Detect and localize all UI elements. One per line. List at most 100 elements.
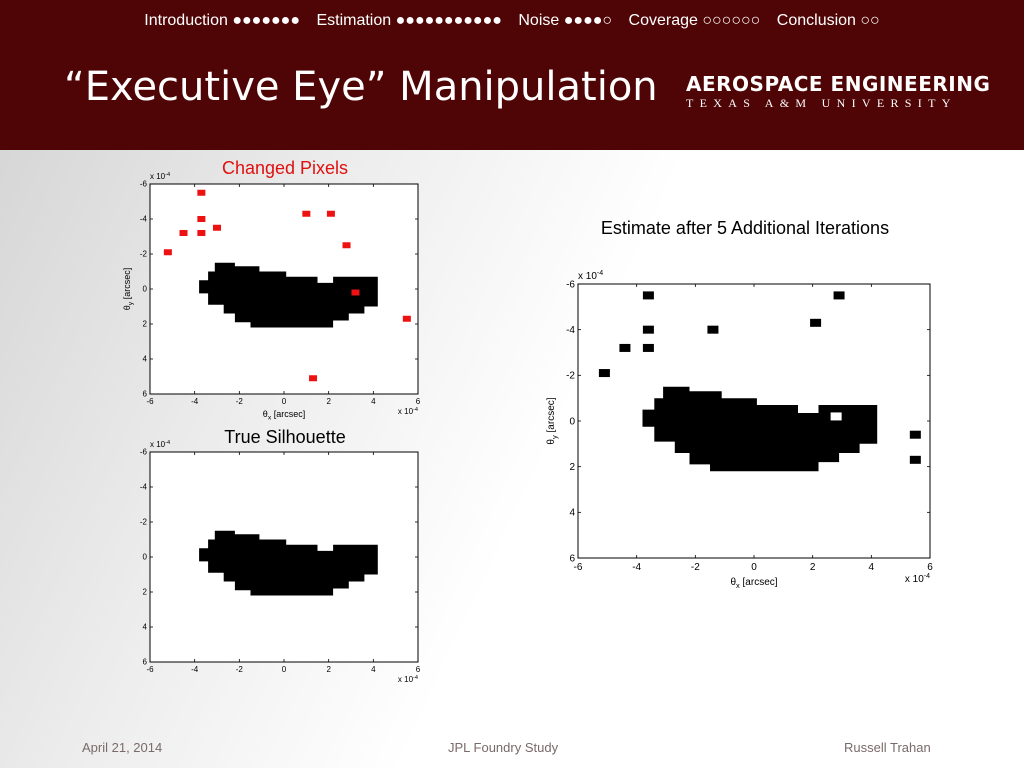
silhouette-shape (199, 262, 378, 328)
pixel-mark (598, 369, 610, 378)
pixel-mark (342, 242, 351, 249)
y-tick-label: -2 (566, 371, 575, 382)
x-tick-label: -2 (236, 397, 244, 406)
y-tick-label: -4 (140, 215, 148, 224)
y-tick-label: 6 (143, 390, 148, 399)
y-tick-label: 0 (143, 285, 148, 294)
x-exponent-power: -4 (413, 675, 418, 681)
x-tick-label: 0 (282, 397, 287, 406)
nav-section-coverage[interactable]: Coverage ○○○○○○ (628, 12, 761, 29)
chart-title-estimate: Estimate after 5 Additional Iterations (600, 218, 890, 238)
x-tick-label: -2 (691, 562, 700, 573)
y-exponent-power: -4 (597, 270, 603, 277)
pixel-mark (810, 318, 822, 327)
pixel-mark (351, 289, 360, 296)
logo-text-line2: TEXAS A&M UNIVERSITY (686, 96, 957, 110)
y-tick-label: 6 (143, 658, 148, 667)
y-tick-label: 6 (569, 553, 575, 564)
pixel-mark (213, 224, 221, 231)
x-tick-label: -6 (146, 665, 154, 674)
y-tick-label: -4 (140, 483, 148, 492)
pixel-mark (163, 249, 172, 256)
y-tick-label: 4 (569, 508, 575, 519)
pixel-mark (707, 325, 719, 334)
pixel-mark (326, 210, 335, 217)
slide-title: “Executive Eye” Manipulation (64, 64, 658, 110)
y-exponent-power: -4 (165, 440, 170, 446)
x-tick-label: -4 (191, 397, 199, 406)
chart-title-true-silhouette: True Silhouette (224, 427, 346, 447)
y-tick-label: -6 (140, 448, 148, 457)
x-axis-label: θx [arcsec] (730, 577, 777, 590)
footer-date: April 21, 2014 (82, 740, 163, 755)
x-tick-label: -4 (191, 665, 199, 674)
x-tick-label: 6 (416, 665, 421, 674)
logo-text-line1: AEROSPACE ENGINEERING (686, 72, 991, 96)
y-tick-label: 0 (569, 416, 575, 427)
footer-title: JPL Foundry Study (448, 740, 559, 755)
pixel-mark (309, 375, 318, 382)
x-tick-label: 2 (326, 397, 331, 406)
x-exponent-label: x 10-4 (398, 675, 418, 684)
y-exponent-label: x 10-4 (150, 440, 170, 449)
pixel-mark (197, 189, 206, 196)
x-tick-label: 2 (810, 562, 816, 573)
x-exponent-power: -4 (924, 573, 930, 580)
y-exponent-power: -4 (165, 172, 170, 178)
pixel-mark (642, 291, 654, 300)
x-exponent-power: -4 (413, 407, 418, 413)
pixel-mark (909, 430, 921, 439)
y-tick-label: -4 (566, 325, 575, 336)
pixel-mark (197, 216, 206, 222)
y-axis-label: θy [arcsec] (546, 397, 559, 444)
pixel-mark (402, 315, 411, 322)
y-tick-label: -2 (140, 250, 148, 259)
section-navigation: Introduction ●●●●●●● Estimation ●●●●●●●●… (0, 12, 1024, 30)
x-exponent-label: x 10-4 (398, 407, 418, 416)
x-tick-label: 4 (371, 665, 376, 674)
y-tick-label: 4 (143, 355, 148, 364)
y-tick-label: 4 (143, 623, 148, 632)
y-tick-label: -6 (140, 180, 148, 189)
x-tick-label: 2 (326, 665, 331, 674)
x-exponent-label: x 10-4 (905, 573, 930, 585)
header-bar (0, 0, 1024, 150)
x-tick-label: 6 (416, 397, 421, 406)
y-tick-label: 0 (143, 553, 148, 562)
pixel-mark (197, 230, 206, 236)
pixel-mark (642, 343, 654, 352)
nav-section-noise[interactable]: Noise ●●●●○ (518, 12, 613, 29)
x-tick-label: 4 (371, 397, 376, 406)
x-tick-label: 6 (927, 562, 933, 573)
pixel-mark (619, 343, 631, 352)
y-tick-label: -2 (140, 518, 148, 527)
x-tick-label: -6 (574, 562, 583, 573)
x-tick-label: -4 (632, 562, 641, 573)
x-tick-label: -2 (236, 665, 244, 674)
pixel-mark (179, 230, 188, 236)
x-tick-label: -6 (146, 397, 154, 406)
x-tick-label: 0 (282, 665, 287, 674)
silhouette-shape (642, 386, 878, 472)
nav-section-conclusion[interactable]: Conclusion ○○ (776, 12, 880, 29)
pixel-mark (909, 455, 921, 464)
y-tick-label: 2 (143, 320, 148, 329)
footer-author: Russell Trahan (844, 740, 931, 755)
x-tick-label: 4 (869, 562, 875, 573)
y-tick-label: -6 (566, 279, 575, 290)
silhouette-shape (199, 530, 378, 596)
nav-section-estimation[interactable]: Estimation ●●●●●●●●●●● (316, 12, 502, 29)
y-tick-label: 2 (143, 588, 148, 597)
silhouette-hole (830, 412, 842, 421)
x-axis-label: θx [arcsec] (263, 409, 305, 422)
y-tick-label: 2 (569, 462, 575, 473)
x-tick-label: 0 (751, 562, 757, 573)
y-exponent-label: x 10-4 (578, 270, 603, 282)
nav-section-introduction[interactable]: Introduction ●●●●●●● (144, 12, 300, 29)
chart-title-changed-pixels: Changed Pixels (221, 158, 349, 178)
y-exponent-label: x 10-4 (150, 172, 170, 181)
pixel-mark (642, 325, 654, 334)
